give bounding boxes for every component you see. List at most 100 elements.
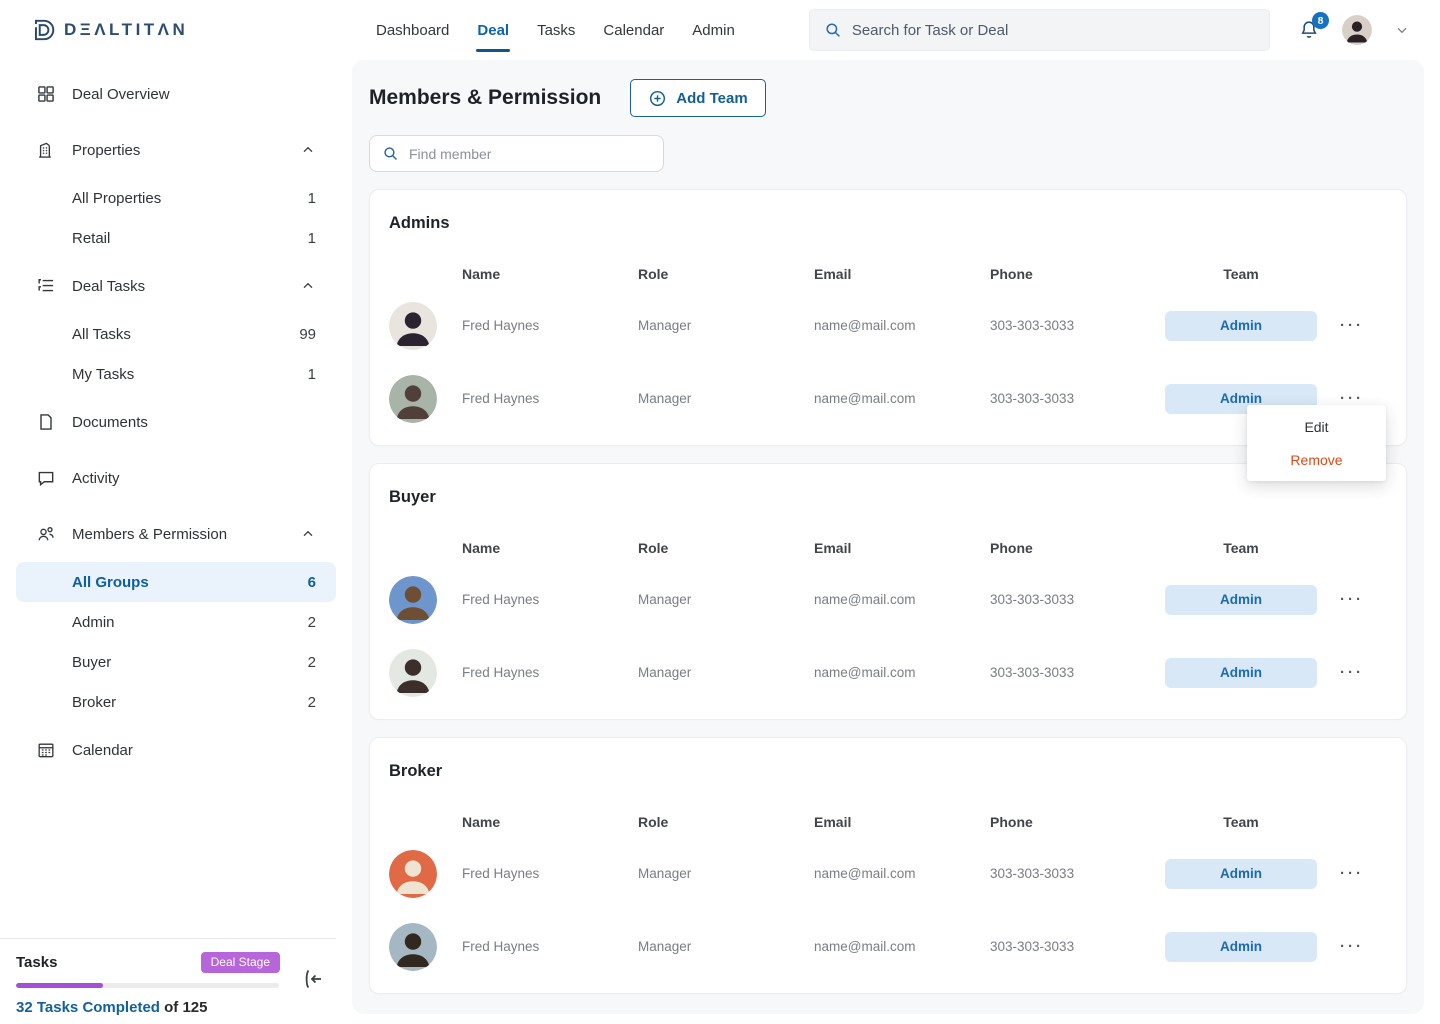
row-menu-ellipsis-icon[interactable]: ···	[1340, 591, 1364, 608]
member-phone: 303-303-3033	[990, 318, 1075, 333]
team-chip-button[interactable]: Admin	[1165, 310, 1317, 341]
sidebar-item-properties[interactable]: Properties	[16, 122, 336, 178]
team-chip-button[interactable]: Admin	[1165, 858, 1317, 889]
nav-item-tasks[interactable]: Tasks	[537, 21, 576, 39]
column-header: Team	[1223, 814, 1259, 830]
chevron-up-icon[interactable]	[300, 526, 316, 542]
column-header: Phone	[990, 814, 1033, 830]
nav-item-admin[interactable]: Admin	[692, 21, 735, 39]
row-menu-ellipsis-icon[interactable]: ···	[1340, 664, 1364, 681]
member-phone: 303-303-3033	[990, 939, 1075, 954]
member-email: name@mail.com	[814, 939, 916, 954]
member-name: Fred Haynes	[462, 592, 540, 607]
column-header: Email	[814, 540, 852, 556]
deal-stage-badge: Deal Stage	[200, 952, 280, 973]
row-menu-ellipsis-icon[interactable]: ···	[1340, 390, 1364, 407]
brand: DΞΛLTITΛN	[0, 17, 336, 43]
member-avatar	[389, 575, 437, 624]
main-panel: Members & Permission Add Team Admins Nam…	[352, 60, 1424, 1014]
context-menu-edit[interactable]: Edit	[1304, 418, 1329, 435]
find-member-search[interactable]	[369, 135, 664, 172]
nav-item-calendar[interactable]: Calendar	[603, 21, 665, 39]
find-member-input[interactable]	[409, 145, 651, 162]
sidebar-item-deal-tasks[interactable]: Deal Tasks	[16, 258, 336, 314]
brand-wordmark: DΞΛLTITΛN	[64, 20, 189, 39]
column-header: Phone	[990, 266, 1033, 282]
sidebar-item-all-groups[interactable]: All Groups 6	[16, 562, 336, 602]
global-search[interactable]	[808, 9, 1270, 51]
group-rows: Fred Haynes Manager name@mail.com 303-30…	[389, 289, 1387, 435]
group-card: Buyer Name Role Email Phone Team Fred Ha…	[369, 463, 1407, 720]
column-header: Email	[814, 814, 852, 830]
notifications-button[interactable]: 8	[1298, 12, 1329, 41]
sidebar-item-my-tasks[interactable]: My Tasks 1	[72, 365, 316, 383]
nav-item-dashboard[interactable]: Dashboard	[376, 21, 450, 39]
page-title: Members & Permission	[369, 86, 602, 109]
task-list-icon	[36, 276, 56, 296]
sidebar-item-buyer-group[interactable]: Buyer 2	[72, 653, 316, 671]
member-phone: 303-303-3033	[990, 665, 1075, 680]
nav-item-deal[interactable]: Deal	[476, 12, 510, 52]
calendar-icon	[36, 740, 56, 760]
row-menu-ellipsis-icon[interactable]: ···	[1340, 938, 1364, 955]
member-name: Fred Haynes	[462, 939, 540, 954]
member-name: Fred Haynes	[462, 318, 540, 333]
dealtitan-logo-icon	[30, 17, 56, 43]
column-header: Email	[814, 266, 852, 282]
plus-circle-icon	[648, 89, 667, 108]
member-name: Fred Haynes	[462, 391, 540, 406]
row-menu-ellipsis-icon[interactable]: ···	[1340, 865, 1364, 882]
tasks-progress-fill	[16, 983, 103, 988]
member-email: name@mail.com	[814, 665, 916, 680]
add-team-button[interactable]: Add Team	[630, 79, 766, 117]
column-header: Name	[462, 266, 501, 282]
member-phone: 303-303-3033	[990, 592, 1075, 607]
item-count: 6	[307, 573, 316, 591]
sidebar-item-all-properties[interactable]: All Properties 1	[72, 189, 316, 207]
item-count: 99	[299, 325, 316, 343]
item-count: 1	[307, 365, 316, 383]
sidebar-item-admin-group[interactable]: Admin 2	[72, 613, 316, 631]
sidebar-item-members-permission[interactable]: Members & Permission	[16, 506, 336, 562]
collapse-sidebar-icon[interactable]	[300, 967, 324, 991]
table-row: Fred Haynes Manager name@mail.com 303-30…	[389, 563, 1387, 636]
member-avatar	[389, 922, 437, 971]
account-menu-chevron-down-icon[interactable]	[1394, 22, 1410, 38]
group-rows: Fred Haynes Manager name@mail.com 303-30…	[389, 563, 1387, 709]
sidebar-item-deal-overview[interactable]: Deal Overview	[16, 66, 336, 122]
group-rows: Fred Haynes Manager name@mail.com 303-30…	[389, 837, 1387, 983]
table-row: Fred Haynes Manager name@mail.com 303-30…	[389, 289, 1387, 362]
tasks-progress-bar	[16, 983, 279, 988]
group-title: Buyer	[389, 488, 436, 506]
top-right-controls: 8	[1298, 12, 1440, 45]
sidebar-item-documents[interactable]: Documents	[16, 394, 336, 450]
groups: Admins Name Role Email Phone Team Fred H…	[369, 189, 1407, 994]
chevron-up-icon[interactable]	[300, 142, 316, 158]
row-menu-ellipsis-icon[interactable]: ···	[1340, 317, 1364, 334]
item-count: 1	[307, 229, 316, 247]
document-icon	[36, 412, 56, 432]
sidebar-item-calendar[interactable]: Calendar	[16, 722, 336, 778]
user-avatar[interactable]	[1342, 15, 1372, 45]
sidebar-item-all-tasks[interactable]: All Tasks 99	[72, 325, 316, 343]
table-header-row: Name Role Email Phone Team	[389, 533, 1387, 563]
context-menu-remove[interactable]: Remove	[1290, 451, 1343, 468]
notification-count-badge: 8	[1312, 12, 1329, 29]
sidebar: Deal Overview Properties All Properties …	[0, 60, 336, 1024]
sidebar-item-broker-group[interactable]: Broker 2	[72, 693, 316, 711]
sidebar-item-retail[interactable]: Retail 1	[72, 229, 316, 247]
member-email: name@mail.com	[814, 318, 916, 333]
chat-bubble-icon	[36, 468, 56, 488]
global-search-input[interactable]	[851, 21, 1255, 39]
item-count: 2	[307, 653, 316, 671]
member-email: name@mail.com	[814, 592, 916, 607]
sidebar-item-activity[interactable]: Activity	[16, 450, 336, 506]
team-chip-button[interactable]: Admin	[1165, 657, 1317, 688]
member-role: Manager	[638, 939, 692, 954]
member-phone: 303-303-3033	[990, 391, 1075, 406]
member-role: Manager	[638, 391, 692, 406]
item-count: 2	[307, 613, 316, 631]
team-chip-button[interactable]: Admin	[1165, 931, 1317, 962]
chevron-up-icon[interactable]	[300, 278, 316, 294]
team-chip-button[interactable]: Admin	[1165, 584, 1317, 615]
